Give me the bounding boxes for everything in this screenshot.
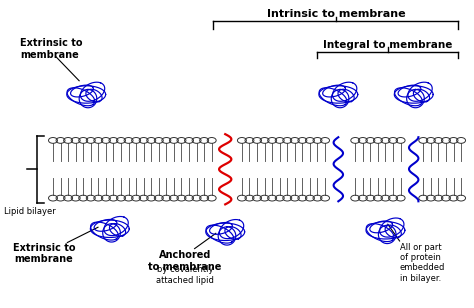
Text: Extrinsic to
membrane: Extrinsic to membrane bbox=[12, 242, 75, 264]
Text: All or part
of protein
embedded
in bilayer.: All or part of protein embedded in bilay… bbox=[400, 242, 445, 283]
Text: Anchored
to membrane: Anchored to membrane bbox=[148, 250, 222, 272]
Text: by covalently
attached lipid: by covalently attached lipid bbox=[156, 265, 214, 285]
Text: Extrinsic to
membrane: Extrinsic to membrane bbox=[20, 38, 83, 60]
Text: Intrinsic to membrane: Intrinsic to membrane bbox=[267, 9, 405, 19]
Text: Lipid bilayer: Lipid bilayer bbox=[4, 208, 55, 217]
Text: Integral to membrane: Integral to membrane bbox=[323, 39, 453, 50]
